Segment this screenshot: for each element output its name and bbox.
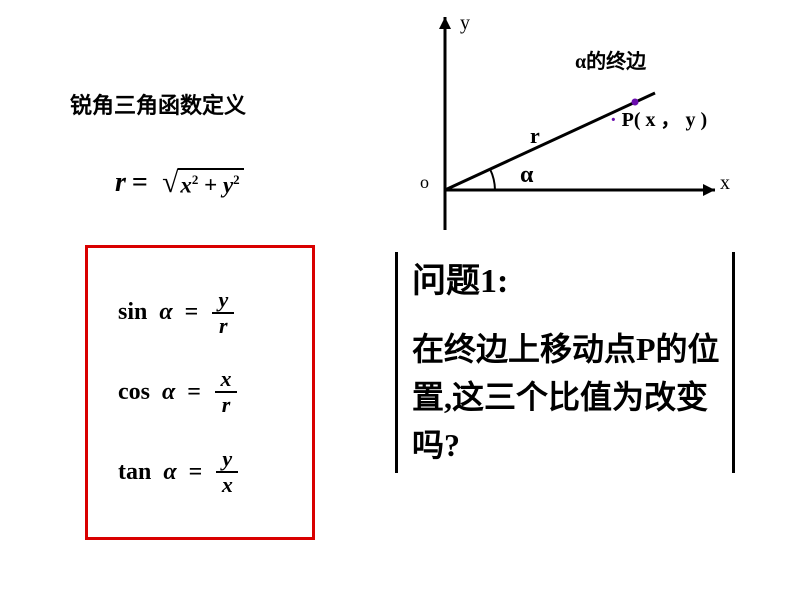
angle-alpha-label: α [520,162,533,189]
question-body: 在终边上移动点P的位置,这三个比值为改变吗? [412,325,722,469]
sin-formula: sin α = y r [118,288,282,338]
point-p-label: · P( x ， y ) [610,103,707,132]
origin-label: o [420,172,429,193]
equals-sign: = [132,167,148,199]
sqrt-sign: √ [162,168,178,198]
angle-arc [490,169,495,190]
cos-formula: cos α = x r [118,367,282,417]
tan-formula: tan α = y x [118,447,282,497]
y-axis-label: y [460,12,470,35]
trig-formula-box: sin α = y r cos α = x r tan α = y x [85,245,315,540]
x-axis-label: x [720,172,730,195]
y-axis-arrow [439,17,451,29]
question-heading: 问题1: [412,256,722,307]
tan-fraction: y x [216,447,238,497]
terminal-side-label: α的终边 [575,45,646,74]
sqrt-content: x2 + y2 [178,168,243,199]
definition-title: 锐角三角函数定义 [70,88,246,120]
formula-r: r = √ x2 + y2 [115,167,244,199]
x-axis-arrow [703,184,715,196]
question-box: 问题1: 在终边上移动点P的位置,这三个比值为改变吗? [395,252,735,473]
diagram-svg [395,5,765,240]
sqrt-expression: √ x2 + y2 [162,168,244,199]
coordinate-diagram [395,5,765,240]
r-label: r [530,123,540,149]
sin-fraction: y r [212,288,234,338]
cos-fraction: x r [215,367,237,417]
r-variable: r [115,167,126,199]
